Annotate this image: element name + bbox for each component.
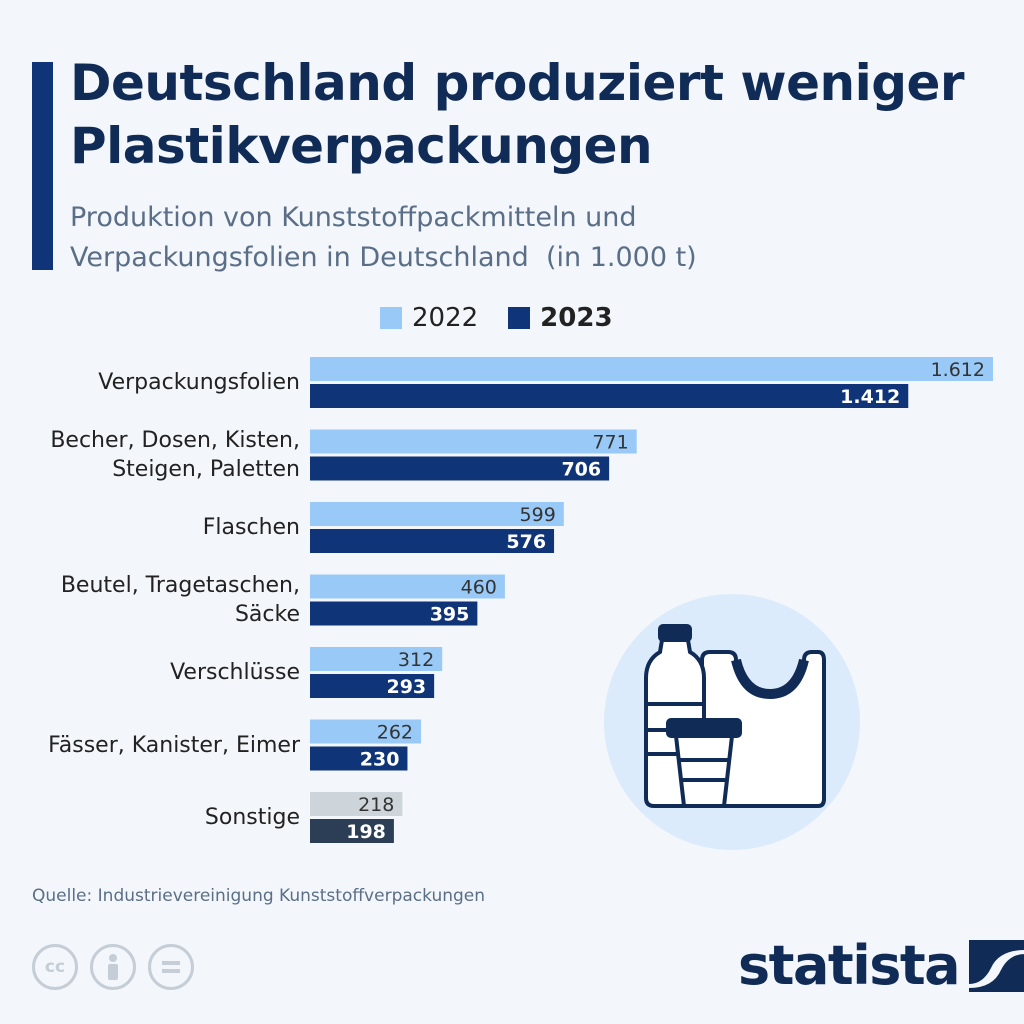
category-label-6: Sonstige bbox=[204, 805, 300, 830]
category-label-5: Fässer, Kanister, Eimer bbox=[48, 732, 300, 758]
data-label-2023-3: 395 bbox=[430, 604, 470, 626]
data-label-2023-6: 198 bbox=[346, 821, 386, 843]
bar-2023-3 bbox=[310, 601, 478, 626]
bar-2022-4 bbox=[310, 647, 443, 671]
bar-2022-5 bbox=[310, 719, 422, 744]
data-label-2022-0: 1.612 bbox=[931, 359, 985, 381]
page-subtitle: Produktion von Kunststoffpackmitteln und… bbox=[70, 202, 697, 273]
by-icon[interactable] bbox=[90, 944, 136, 990]
data-label-2022-3: 460 bbox=[461, 577, 497, 599]
bar-2022-0 bbox=[310, 357, 993, 381]
bag-icon bbox=[700, 650, 826, 808]
data-label-2022-4: 312 bbox=[398, 649, 434, 671]
equals-glyph bbox=[162, 961, 180, 973]
legend-swatch-2023 bbox=[508, 307, 531, 329]
plastic-packaging-illustration bbox=[604, 594, 860, 850]
bar-2022-3 bbox=[310, 574, 505, 599]
category-label-1: Becher, Dosen, Kisten, Steigen, Paletten bbox=[50, 428, 300, 482]
category-label-3: Beutel, Tragetaschen, Säcke bbox=[60, 573, 300, 627]
category-label-2: Flaschen bbox=[202, 515, 300, 540]
statista-brand[interactable]: statista bbox=[738, 936, 1024, 996]
source-note: Quelle: Industrievereinigung Kunststoffv… bbox=[32, 886, 486, 906]
cc-icon[interactable]: cc bbox=[32, 944, 78, 990]
legend-label-2023: 2023 bbox=[540, 303, 613, 333]
legend-item-2022: 2022 bbox=[380, 303, 478, 333]
bar-2023-0 bbox=[310, 384, 909, 408]
category-label-4: Verschlüsse bbox=[170, 660, 300, 685]
category-label-0: Verpackungsfolien bbox=[98, 370, 300, 395]
legend-label-2022: 2022 bbox=[412, 303, 479, 333]
bar-2022-6 bbox=[310, 792, 403, 816]
data-label-2022-1: 771 bbox=[592, 432, 628, 454]
page-title: Deutschland produziert weniger Plastikve… bbox=[70, 54, 965, 175]
bar-2023-2 bbox=[310, 529, 555, 553]
data-label-2022-2: 599 bbox=[520, 504, 556, 526]
bar-2022-2 bbox=[310, 502, 564, 526]
bar-2023-5 bbox=[310, 746, 408, 771]
bar-2023-4 bbox=[310, 674, 435, 698]
data-label-2023-0: 1.412 bbox=[840, 386, 900, 408]
bar-2023-1 bbox=[310, 456, 610, 481]
data-label-2023-4: 293 bbox=[386, 676, 426, 698]
license-icons: cc bbox=[32, 944, 194, 990]
statista-logo-icon bbox=[969, 940, 1024, 992]
bar-2022-1 bbox=[310, 429, 637, 454]
legend-swatch-2022 bbox=[380, 307, 402, 329]
bar-2023-6 bbox=[310, 819, 394, 843]
chart-legend: 2022 2023 bbox=[380, 300, 613, 336]
legend-item-2023: 2023 bbox=[508, 303, 613, 333]
data-label-2023-1: 706 bbox=[561, 459, 601, 481]
brand-wordmark: statista bbox=[738, 934, 961, 997]
data-label-2022-5: 262 bbox=[377, 722, 413, 744]
person-glyph bbox=[108, 954, 118, 980]
title-accent-bar bbox=[32, 62, 53, 270]
data-label-2023-2: 576 bbox=[506, 531, 546, 553]
data-label-2023-5: 230 bbox=[360, 749, 400, 771]
cup-icon bbox=[666, 718, 742, 808]
data-label-2022-6: 218 bbox=[358, 794, 394, 816]
nd-icon[interactable] bbox=[148, 944, 194, 990]
